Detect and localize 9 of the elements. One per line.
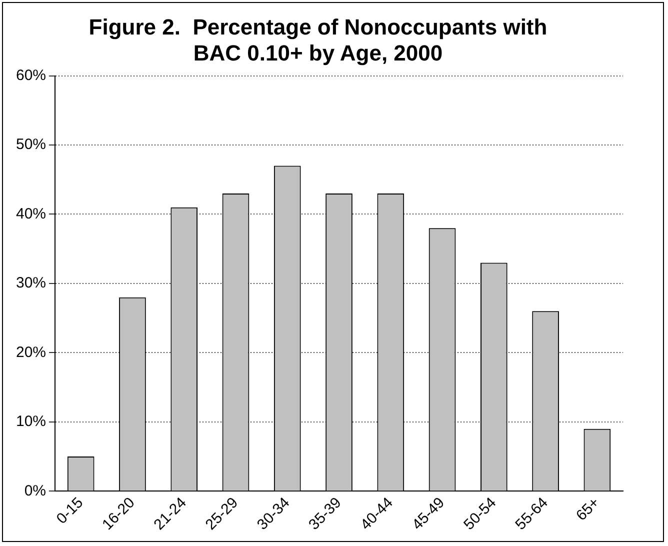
x-tick-label: 65+	[572, 494, 604, 524]
y-tick-label: 30%	[16, 274, 46, 292]
chart-title: Figure 2. Percentage of Nonoccupants with BAC 0.10+ by Age, 2000	[88, 14, 548, 66]
y-tick-label: 60%	[16, 66, 46, 84]
y-tick-label: 10%	[16, 413, 46, 430]
y-tick-label: 50%	[16, 136, 46, 154]
y-tick-label: 40%	[16, 205, 46, 222]
y-tick-label: 20%	[16, 344, 46, 361]
y-tick-label: 0%	[24, 482, 46, 500]
